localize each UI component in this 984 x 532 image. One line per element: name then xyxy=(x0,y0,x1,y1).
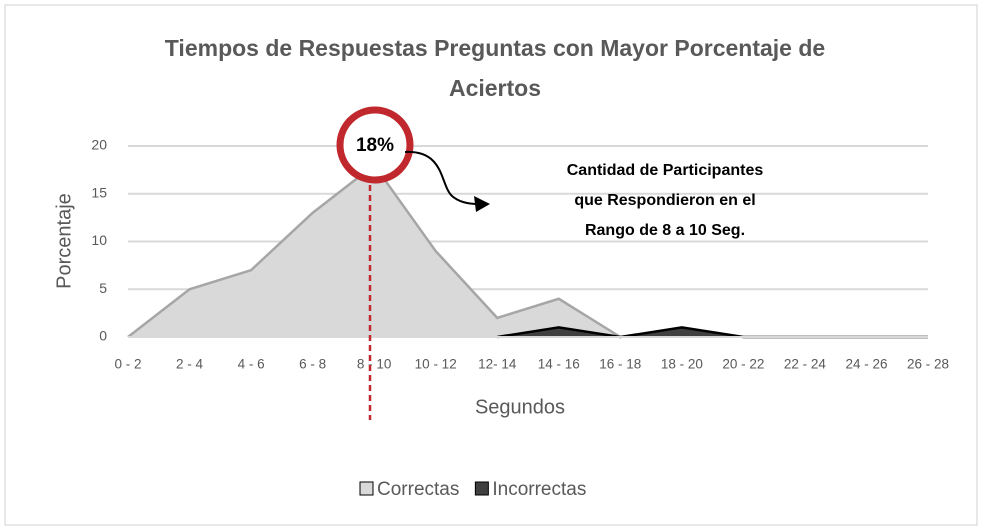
x-tick-label: 4 - 6 xyxy=(238,357,265,372)
x-tick-label: 6 - 8 xyxy=(299,357,326,372)
x-tick-label: 0 - 2 xyxy=(114,357,141,372)
x-tick-label: 14 - 16 xyxy=(538,357,580,372)
y-tick-label: 20 xyxy=(91,137,107,153)
legend-label: Correctas xyxy=(377,479,459,500)
x-tick-label: 26 - 28 xyxy=(907,357,949,372)
x-tick-label: 22 - 24 xyxy=(784,357,827,372)
callout-text: Rango de 8 a 10 Seg. xyxy=(585,222,745,239)
chart-title: Tiempos de Respuestas Preguntas con Mayo… xyxy=(165,35,825,61)
chart-title: Aciertos xyxy=(449,75,541,101)
y-tick-label: 15 xyxy=(91,184,107,200)
legend-swatch xyxy=(474,481,489,496)
callout-text: que Respondieron en el xyxy=(574,192,755,209)
x-tick-label: 24 - 26 xyxy=(845,357,887,372)
callout-label: 18% xyxy=(356,135,394,156)
legend-label: Incorrectas xyxy=(492,479,586,500)
x-tick-label: 10 - 12 xyxy=(415,357,457,372)
y-tick-label: 0 xyxy=(99,328,107,344)
x-tick-label: 2 - 4 xyxy=(176,357,204,372)
x-tick-label: 16 - 18 xyxy=(599,357,641,372)
x-tick-label: 18 - 20 xyxy=(661,357,703,372)
arrow-head xyxy=(474,196,490,212)
callout-text: Cantidad de Participantes xyxy=(567,162,764,179)
chart-border xyxy=(4,4,978,526)
x-tick-label: 8 - 10 xyxy=(357,357,392,372)
x-axis-label: Segundos xyxy=(475,396,565,418)
y-axis-label: Porcentaje xyxy=(53,193,75,289)
callout-circle xyxy=(336,106,414,184)
x-tick-label: 12- 14 xyxy=(478,357,517,372)
area xyxy=(128,165,621,337)
legend-swatch xyxy=(359,481,374,496)
y-tick-label: 10 xyxy=(91,232,107,248)
callout-arrow xyxy=(404,150,479,205)
x-tick-label: 20 - 22 xyxy=(722,357,764,372)
y-tick-label: 5 xyxy=(99,280,107,296)
